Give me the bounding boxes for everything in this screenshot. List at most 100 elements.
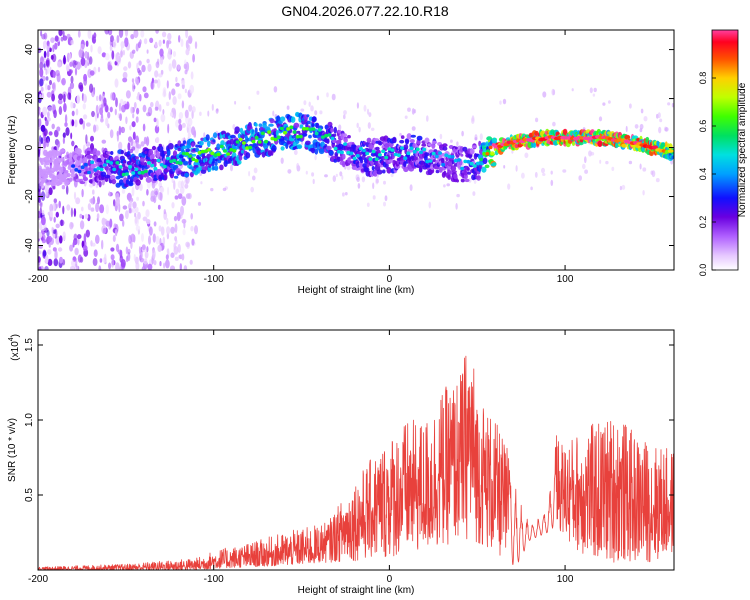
ridge-core [403,156,408,160]
noise-cell [426,115,429,122]
noise-cell [107,111,111,119]
ridge-cell [105,151,112,155]
noise-cell [84,213,89,220]
ridge-cell [182,145,187,150]
noise-cell [131,78,135,83]
noise-cell [184,109,189,119]
noise-cell [73,191,77,200]
noise-cell [162,87,167,95]
noise-cell [118,141,123,151]
noise-cell [65,127,70,136]
noise-cell [95,234,100,244]
noise-cell [58,106,63,115]
noise-cell [69,244,74,252]
noise-cell [90,197,96,205]
ridge-cell [621,143,627,148]
noise-cell [141,233,144,242]
ridge-cell [490,151,495,156]
noise-cell [180,205,184,216]
noise-cell [133,30,139,38]
noise-cell [111,258,114,268]
noise-cell [521,172,525,179]
noise-cell [578,175,582,181]
noise-cell [468,177,472,183]
ridge-core [273,137,278,142]
noise-cell [535,117,539,123]
ridge-cell [347,135,351,139]
ridge-cell [95,150,101,156]
noise-cell [51,123,55,130]
noise-cell [145,219,151,225]
noise-cell [114,53,120,63]
noise-cell [64,122,68,127]
ridge-cell [450,165,457,172]
ridge-core [314,131,319,136]
noise-cell [42,40,48,48]
noise-cell [152,233,156,243]
x-tick-label: 0 [387,574,393,585]
noise-cell [664,127,669,132]
noise-cell [60,219,63,227]
noise-cell [96,213,100,220]
ridge-core [358,146,363,151]
noise-cell [130,106,134,114]
noise-cell [40,30,43,37]
noise-cell [71,140,75,147]
noise-cell [55,236,61,245]
noise-cell [383,180,386,185]
noise-cell [136,142,139,149]
noise-cell [114,228,118,237]
ridge-cell [326,138,330,144]
ridge-core [466,159,471,164]
ridge-cell [240,149,245,154]
ridge-cell [230,134,236,139]
noise-cell [443,184,446,188]
noise-cell [178,118,182,125]
noise-cell [642,167,647,172]
noise-cell [53,216,56,223]
snr-y-label: SNR (10 * v/v) [7,418,18,482]
ridge-cell [127,174,131,180]
ridge-cell [234,126,240,134]
noise-cell [157,204,161,210]
ridge-core [102,163,107,167]
ridge-cell [110,151,114,155]
ridge-core [181,151,186,156]
noise-cell [51,82,56,90]
noise-cell [165,254,169,260]
noise-cell [479,133,483,141]
ridge-cell [534,130,539,136]
noise-cell [589,87,593,94]
ridge-cell [482,157,488,165]
ridge-cell [212,139,216,143]
ridge-cell [386,167,392,174]
noise-cell [82,103,87,110]
snr-y-multiplier-prefix: (x10 [10,341,21,361]
noise-cell [181,218,187,224]
noise-cell [312,178,315,185]
noise-cell [103,97,107,107]
noise-cell [91,110,95,118]
noise-cell [234,100,237,105]
noise-cell [657,112,661,119]
noise-cell [127,61,132,69]
noise-cell [571,88,574,92]
noise-cell [45,68,48,76]
noise-cell [38,197,41,203]
noise-cell [181,253,185,261]
spectrogram-ridge-layer [38,111,674,189]
ridge-core [438,151,442,155]
ridge-cell [514,143,519,149]
noise-cell [474,137,478,141]
noise-cell [70,39,74,45]
noise-cell [530,186,533,191]
spectrogram-x-label: Height of straight line (km) [298,285,415,296]
noise-cell [104,53,110,61]
ridge-cell [371,166,375,171]
noise-cell [200,181,203,185]
noise-cell [167,123,170,134]
noise-cell [187,123,190,128]
noise-cell [63,93,66,103]
noise-cell [372,195,376,200]
ridge-cell [310,147,316,154]
